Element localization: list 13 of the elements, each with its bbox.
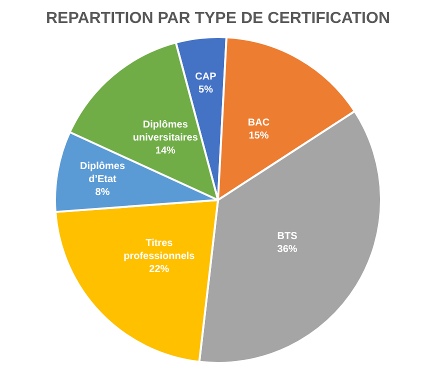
slice-label: BTS <box>277 231 298 242</box>
slice-label: CAP <box>195 72 217 83</box>
chart-title: REPARTITION PAR TYPE DE CERTIFICATION <box>44 9 391 29</box>
data-label: 36% <box>277 244 298 256</box>
slice-label: Titres professionnels <box>124 238 196 262</box>
slice-label: Diplômes universitaires <box>132 120 198 144</box>
slice-label: Diplômes d’Etat <box>80 160 126 185</box>
data-label: 22% <box>149 264 170 276</box>
slice-label: BAC <box>248 118 270 129</box>
data-label: 8% <box>95 186 110 198</box>
data-label: 5% <box>198 84 214 96</box>
data-label: 14% <box>155 146 176 156</box>
data-label: 15% <box>248 130 269 142</box>
